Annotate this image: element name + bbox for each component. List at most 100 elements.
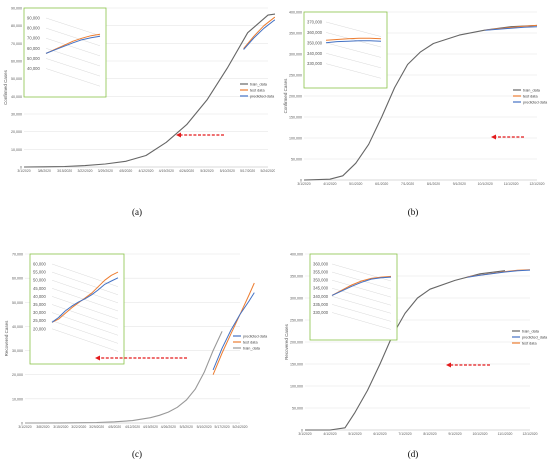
inset-gridline: [51, 328, 119, 352]
legend-label: test data: [250, 88, 265, 92]
y-tick-label: 300,000: [289, 53, 302, 57]
y-tick-label: 0: [300, 179, 302, 183]
x-tick-label: 3/1/2020: [297, 182, 310, 186]
chart-panel-a: 0 10,000 20,000 30,000 40,000 50,000 60,000 70,…: [0, 0, 275, 234]
inset-gridline: [331, 296, 392, 314]
inset-y-tick-label: 340,000: [313, 294, 329, 299]
x-tick-label: 3/15/2020: [53, 425, 68, 429]
series-line-predicted-data: [212, 292, 255, 371]
x-tick-label: 10/1/2020: [478, 182, 493, 186]
zoom-arrow-head: [491, 134, 496, 140]
inset-series-line: [325, 37, 382, 41]
inset-series-line: [331, 276, 392, 296]
y-tick-label: 30,000: [12, 349, 23, 353]
y-tick-label: 250,000: [290, 319, 303, 323]
x-tick-label: 4/5/2020: [108, 425, 121, 429]
x-tick-label: 5/1/2020: [349, 182, 362, 186]
series-line-test-data: [243, 16, 275, 49]
x-tick-label: 4/26/2020: [179, 169, 194, 173]
inset-gridline: [45, 68, 101, 87]
inset-gridline: [325, 63, 382, 79]
panel-caption: (d): [407, 449, 419, 459]
y-tick-label: 250,000: [289, 74, 302, 78]
y-tick-label: 400,000: [290, 253, 303, 257]
x-tick-label: 5/17/2020: [240, 169, 255, 173]
inset-gridline: [325, 32, 382, 48]
y-tick-label: 40,000: [12, 325, 23, 329]
series-line-predicted-data: [467, 269, 531, 278]
x-tick-label: 4/12/2020: [138, 169, 153, 173]
inset-gridline: [325, 42, 382, 58]
zoom-arrow-head: [95, 355, 100, 361]
zoom-inset-box: [309, 253, 398, 341]
y-tick-label: 0: [20, 166, 22, 170]
inset-y-tick-label: 360,000: [307, 30, 323, 35]
legend-label: test data: [522, 341, 537, 345]
x-tick-label: 3/1/2020: [18, 425, 31, 429]
series-line-train-data: [24, 331, 223, 424]
inset-y-tick-label: 70,000: [27, 36, 40, 41]
legend-label: train_data: [523, 88, 541, 92]
x-tick-label: 3/22/2020: [77, 169, 92, 173]
x-tick-label: 5/24/2020: [232, 425, 247, 429]
x-tick-label: 5/17/2020: [215, 425, 230, 429]
y-tick-label: 30,000: [11, 113, 22, 117]
inset-gridline: [51, 279, 119, 304]
inset-y-tick-label: 355,000: [313, 270, 329, 275]
chart-panel-c: 0 10,000 20,000 30,000 40,000 50,000 60,000 70,…: [0, 234, 275, 469]
series-line-train-data: [303, 24, 538, 181]
y-tick-label: 50,000: [292, 407, 303, 411]
x-tick-label: 4/1/2020: [323, 182, 336, 186]
inset-gridline: [331, 312, 392, 330]
y-axis-label: Confirmed Cases: [3, 69, 8, 105]
inset-y-tick-label: 80,000: [27, 26, 40, 31]
y-tick-label: 150,000: [290, 363, 303, 367]
x-tick-label: 3/8/2020: [36, 425, 49, 429]
panel-caption: (c): [132, 449, 142, 459]
y-tick-label: 70,000: [12, 253, 23, 257]
x-tick-label: 3/29/2020: [98, 169, 113, 173]
y-tick-label: 10,000: [11, 148, 22, 152]
legend-label: predicted data: [523, 100, 548, 104]
x-tick-label: 4/1/2020: [323, 432, 336, 436]
y-tick-label: 90,000: [11, 7, 22, 11]
inset-gridline: [51, 304, 119, 328]
inset-gridline: [51, 288, 119, 312]
x-tick-label: 4/5/2020: [119, 169, 132, 173]
inset-y-tick-label: 50,000: [27, 56, 40, 61]
legend-label: predicted data: [250, 94, 275, 98]
y-tick-label: 0: [301, 429, 303, 433]
legend-label: train_data: [522, 329, 540, 333]
inset-gridline: [331, 304, 392, 322]
y-tick-label: 10,000: [12, 397, 23, 401]
x-tick-label: 5/10/2020: [197, 425, 212, 429]
x-tick-label: 6/1/2020: [373, 432, 386, 436]
inset-y-tick-label: 90,000: [27, 16, 40, 21]
y-tick-label: 400,000: [289, 11, 302, 15]
inset-y-tick-label: 60,000: [33, 262, 46, 267]
x-tick-label: 5/1/2020: [348, 432, 361, 436]
x-tick-label: 12/1/2020: [529, 182, 544, 186]
inset-series-line: [325, 40, 382, 44]
y-tick-label: 50,000: [11, 77, 22, 81]
confirmed-cases-chart-a: 0 10,000 20,000 30,000 40,000 50,000 60,000 70,…: [3, 7, 275, 173]
inset-y-tick-label: 25,000: [33, 318, 46, 323]
inset-series-line: [45, 35, 101, 54]
x-tick-label: 9/1/2020: [448, 432, 461, 436]
inset-y-tick-label: 350,000: [313, 278, 329, 283]
inset-y-tick-label: 330,000: [313, 310, 329, 315]
inset-y-tick-label: 40,000: [33, 294, 46, 299]
y-tick-label: 0: [21, 422, 23, 426]
x-tick-label: 5/24/2020: [260, 169, 275, 173]
series-line-predicted-data: [485, 26, 538, 31]
x-tick-label: 3/1/2020: [298, 432, 311, 436]
zoom-arrow-head: [176, 132, 181, 138]
inset-gridline: [45, 37, 101, 57]
series-line-train-data: [23, 13, 275, 168]
chart-panel-b: 0 50,000 100,000 150,000 200,000 250,000 300,0…: [275, 0, 550, 234]
y-tick-label: 20,000: [11, 130, 22, 134]
legend-label: train_data: [250, 82, 268, 86]
x-tick-label: 5/3/2020: [200, 169, 213, 173]
zoom-inset-box: [303, 11, 388, 89]
y-tick-label: 60,000: [12, 277, 23, 281]
